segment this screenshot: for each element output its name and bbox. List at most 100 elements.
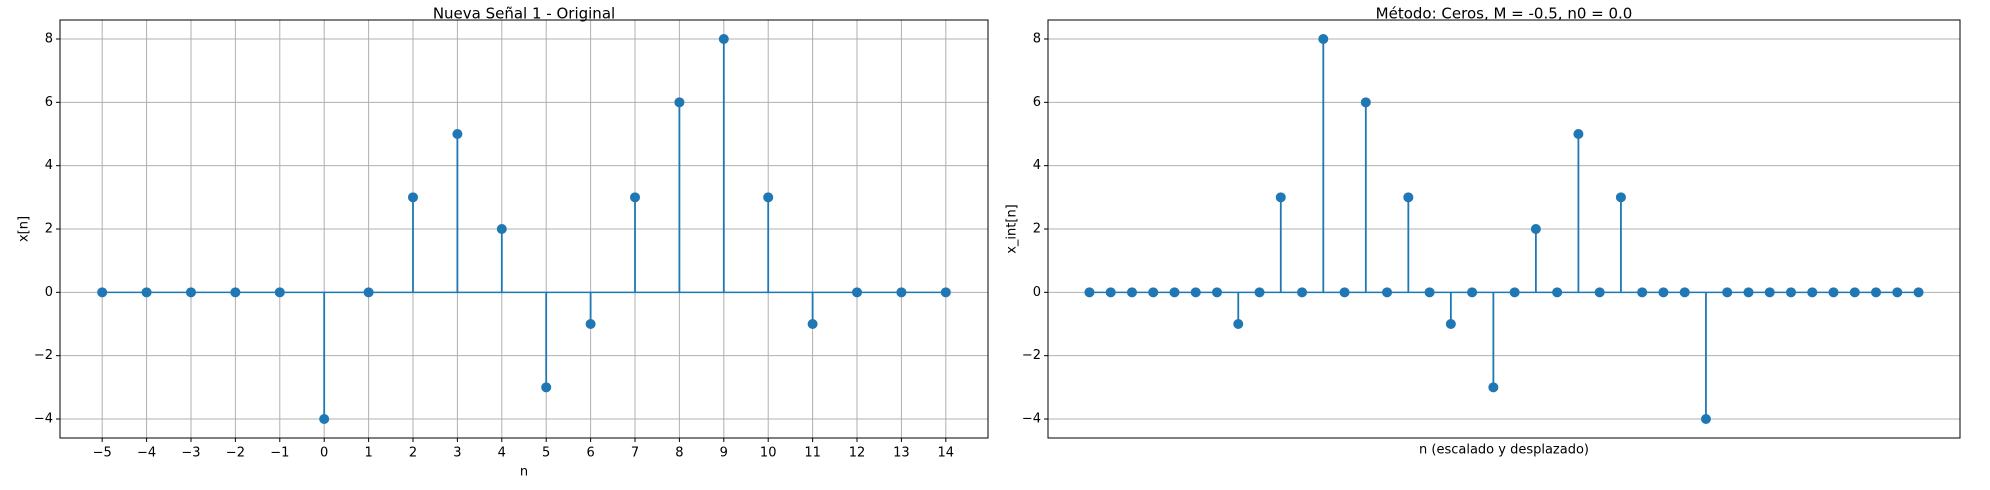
stem-marker (896, 287, 907, 298)
stem-marker (807, 319, 818, 329)
y-tick-label: 6 (45, 95, 53, 110)
y-tick-label: 4 (45, 158, 53, 173)
stem-marker (630, 192, 641, 203)
stem-marker (1637, 287, 1648, 298)
x-tick-label: 0 (320, 446, 328, 461)
y-tick-label: −4 (1022, 412, 1041, 427)
stem-marker (541, 382, 552, 393)
stem-marker (1467, 287, 1478, 298)
stem-marker (1254, 287, 1265, 298)
y-tick-label: −2 (1022, 348, 1041, 363)
y-tick-label: 2 (45, 222, 53, 237)
y-axis-label: x[n] (17, 216, 32, 242)
x-tick-label: −2 (226, 446, 245, 461)
stem-marker (1700, 414, 1711, 424)
stem-marker (852, 287, 863, 298)
stem-marker (1785, 287, 1796, 298)
stem-marker (763, 192, 774, 203)
x-tick-label: 4 (498, 446, 506, 461)
stem-marker (1594, 287, 1605, 298)
stem-marker (1679, 287, 1690, 298)
x-tick-label: 7 (631, 446, 639, 461)
stem-marker (1382, 287, 1393, 298)
y-tick-label: −2 (34, 348, 53, 363)
stem-marker (674, 97, 685, 108)
stem-marker (1339, 287, 1350, 298)
y-tick-label: 8 (1033, 32, 1041, 47)
stem-marker (274, 287, 285, 298)
stem-marker (1871, 287, 1882, 298)
stem-marker (1828, 287, 1839, 298)
stem-marker (585, 319, 596, 329)
y-tick-label: 2 (1033, 222, 1041, 237)
stem-marker (1892, 287, 1903, 298)
stem-marker (1190, 287, 1201, 298)
stem-marker (1233, 319, 1244, 329)
stem-marker (1913, 287, 1924, 298)
x-tick-label: 12 (849, 446, 866, 461)
stem-marker (1424, 287, 1435, 298)
stem-marker (1318, 34, 1329, 44)
stem-marker (1212, 287, 1223, 298)
stem-marker (1530, 224, 1541, 234)
x-tick-label: 8 (675, 446, 683, 461)
x-tick-label: 10 (760, 446, 777, 461)
x-tick-label: 11 (804, 446, 821, 461)
x-tick-label: 5 (542, 446, 550, 461)
stem-marker (940, 287, 951, 298)
stem-marker (1849, 287, 1860, 298)
stem-marker (1297, 287, 1308, 298)
stem-marker (1552, 287, 1563, 298)
x-tick-label: −3 (181, 446, 200, 461)
stem-marker (1488, 382, 1499, 393)
x-tick-label: 1 (364, 446, 372, 461)
chart-title: Método: Ceros, M = -0.5, n0 = 0.0 (1376, 5, 1633, 23)
stem-marker (1743, 287, 1754, 298)
stem-marker (1084, 287, 1095, 298)
stem-marker (407, 192, 418, 203)
y-tick-label: 0 (45, 285, 53, 300)
x-tick-label: 9 (720, 446, 728, 461)
stem-marker (1360, 97, 1371, 108)
stem-marker (230, 287, 241, 298)
stem-marker (1615, 192, 1626, 203)
stem-marker (185, 287, 196, 298)
x-tick-label: 14 (938, 446, 955, 461)
x-axis-label: n (520, 465, 528, 480)
x-tick-label: 13 (893, 446, 910, 461)
chart-title: Nueva Señal 1 - Original (433, 5, 615, 23)
stem-marker (718, 34, 729, 44)
x-tick-label: −4 (137, 446, 156, 461)
axes: −4 −2 0 2 4 6 8 Método: Ceros, M = -0.5, n0 = 0… (1005, 5, 1961, 458)
x-tick-label: −5 (93, 446, 112, 461)
y-tick-label: 4 (1033, 158, 1041, 173)
stem-marker (141, 287, 152, 298)
stem-marker (1764, 287, 1775, 298)
stem-marker (1509, 287, 1520, 298)
stem-marker (496, 224, 507, 234)
y-tick-label: 0 (1033, 285, 1041, 300)
stem-marker (1658, 287, 1669, 298)
axes-frame (1047, 19, 1961, 439)
axes-frame (59, 19, 989, 439)
stem-marker (452, 129, 463, 139)
x-tick-label: −1 (270, 446, 289, 461)
x-axis-label: n (escalado y desplazado) (1419, 443, 1589, 458)
y-tick-label: 6 (1033, 95, 1041, 110)
stem-marker (1403, 192, 1414, 203)
stem-marker (1573, 129, 1584, 139)
stem-marker (1445, 319, 1456, 329)
y-axis-label: x_int[n] (1005, 204, 1020, 254)
stem-marker (1105, 287, 1116, 298)
stem-marker (1126, 287, 1137, 298)
stem-marker (1169, 287, 1180, 298)
stem-marker (1807, 287, 1818, 298)
y-tick-label: 8 (45, 32, 53, 47)
stem-marker (363, 287, 374, 298)
stem-marker (1722, 287, 1733, 298)
stem-marker (97, 287, 108, 298)
x-tick-label: 2 (409, 446, 417, 461)
stem-marker (1275, 192, 1286, 203)
